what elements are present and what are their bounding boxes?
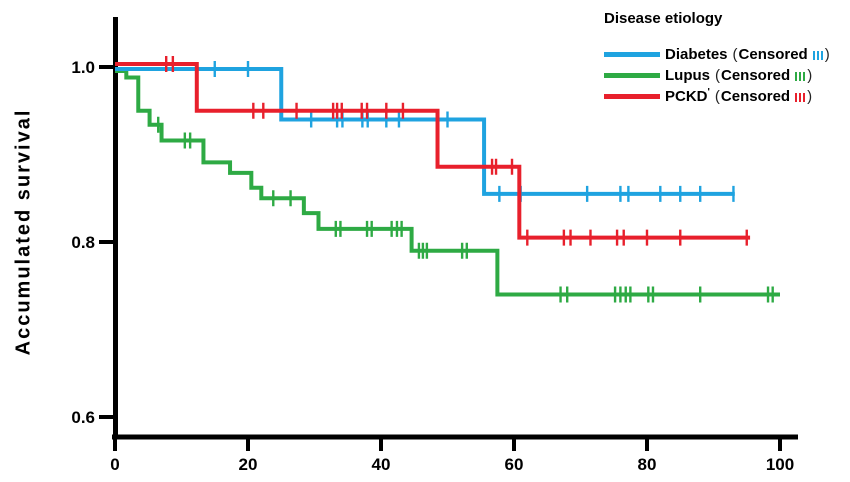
paren-close: ) — [824, 46, 830, 63]
legend: Disease etiology Diabetes(Censored) Lupu… — [604, 10, 850, 107]
legend-item-diabetes: Diabetes(Censored) — [604, 44, 850, 65]
legend-label-pckd: PCKD — [665, 88, 708, 105]
paren-open: ( — [714, 88, 720, 105]
censored-text: Censored — [720, 88, 791, 105]
legend-mark: ' — [707, 87, 710, 98]
svg-text:1.0: 1.0 — [71, 58, 95, 77]
legend-label-diabetes: Diabetes — [665, 46, 728, 63]
svg-text:20: 20 — [239, 455, 258, 474]
legend-item-pckd: PCKD ' (Censored) — [604, 86, 850, 107]
y-axis-title: Accumulated survival — [12, 108, 35, 356]
paren-close: ) — [807, 67, 813, 84]
svg-text:0.8: 0.8 — [71, 233, 95, 252]
legend-item-lupus: Lupus (Censored) — [604, 65, 850, 86]
censored-text: Censored — [721, 67, 791, 84]
svg-text:0.6: 0.6 — [71, 408, 95, 427]
paren-open: ( — [715, 67, 720, 84]
lupus-line-swatch — [604, 73, 660, 78]
censored-ticks-icon — [795, 72, 806, 81]
legend-title: Disease etiology — [604, 10, 723, 27]
svg-text:100: 100 — [766, 455, 794, 474]
svg-text:0: 0 — [110, 455, 119, 474]
pckd-line-swatch — [604, 94, 660, 99]
censored-ticks-icon — [812, 51, 823, 60]
svg-text:60: 60 — [505, 455, 524, 474]
diabetes-line-swatch — [604, 52, 660, 57]
paren-open: ( — [732, 46, 738, 63]
paren-close: ) — [807, 88, 813, 105]
svg-text:40: 40 — [372, 455, 391, 474]
censored-text: Censored — [738, 46, 808, 63]
svg-text:80: 80 — [638, 455, 657, 474]
legend-label-lupus: Lupus — [665, 67, 710, 84]
censored-ticks-icon — [795, 93, 806, 102]
